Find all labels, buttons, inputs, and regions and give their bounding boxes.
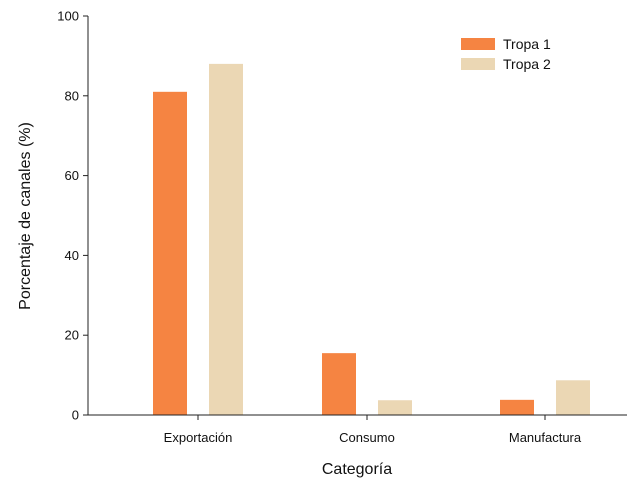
legend: Tropa 1 Tropa 2: [461, 36, 551, 72]
bar-1-0: [153, 91, 187, 415]
x-tick-label: Manufactura: [509, 430, 582, 445]
x-axis-title: Categoría: [322, 461, 392, 478]
y-tick-label: 40: [65, 248, 79, 263]
y-tick-label: 60: [65, 168, 79, 183]
x-axis: Exportación Consumo Manufactura: [88, 414, 627, 445]
legend-swatch: [461, 58, 495, 70]
legend-label: Tropa 2: [503, 56, 551, 72]
bar-1-2: [500, 399, 534, 415]
y-tick-label: 0: [72, 408, 79, 423]
x-tick-label: Consumo: [339, 430, 395, 445]
y-axis-title: Porcentaje de canales (%): [17, 122, 34, 310]
y-tick-label: 20: [65, 328, 79, 343]
x-tick-label: Exportación: [164, 430, 233, 445]
legend-swatch: [461, 38, 495, 50]
bar-2-1: [378, 400, 412, 415]
y-tick-label: 100: [57, 9, 79, 24]
y-axis: 0 20 40 60 80 100: [57, 9, 89, 423]
bar-1-1: [322, 353, 356, 415]
bar-2-2: [556, 380, 590, 415]
bar-2-0: [209, 63, 243, 415]
legend-label: Tropa 1: [503, 36, 551, 52]
bars-layer: [153, 63, 590, 415]
y-tick-label: 80: [65, 88, 79, 103]
